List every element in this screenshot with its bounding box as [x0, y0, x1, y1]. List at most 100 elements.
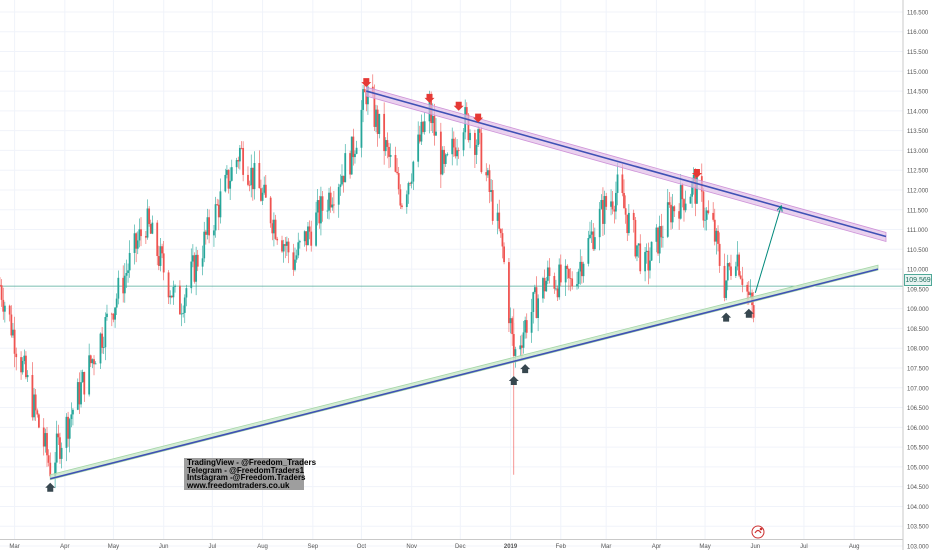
y-tick-label: 106.000 — [907, 426, 929, 432]
candle-body — [473, 132, 476, 155]
candle-body — [295, 255, 298, 260]
candle-body — [240, 147, 243, 149]
y-tick-label: 111.500 — [907, 208, 928, 214]
y-tick-label: 114.500 — [907, 90, 929, 96]
candle-body — [273, 219, 275, 234]
candle-body — [229, 180, 232, 189]
candle-body — [332, 204, 335, 206]
trendlines[interactable] — [49, 86, 887, 481]
candle-body — [739, 275, 742, 279]
candle-body — [25, 355, 27, 378]
candle-body — [696, 176, 698, 204]
candle-body — [590, 231, 593, 235]
candle-body — [59, 437, 61, 459]
candle-body — [521, 345, 523, 348]
candle-body — [337, 187, 340, 205]
candle-body — [149, 224, 152, 234]
projection-arrow-head — [776, 204, 783, 212]
candle-body — [235, 160, 238, 168]
candle-body — [251, 167, 254, 190]
candle-body — [443, 149, 446, 164]
candle-body — [179, 285, 181, 315]
candle-body — [217, 204, 220, 218]
candle-body — [577, 271, 580, 285]
candle-body — [734, 266, 737, 276]
candle-body — [592, 231, 595, 250]
candle-body — [556, 288, 559, 298]
candle-body — [185, 288, 188, 298]
candle-body — [508, 262, 510, 324]
candle-body — [465, 107, 468, 115]
candle-body — [715, 230, 718, 242]
candle-body — [401, 205, 403, 208]
candle-body — [454, 147, 457, 157]
candle-body — [477, 129, 480, 145]
candle-body — [457, 150, 460, 152]
candle-body — [410, 181, 413, 184]
candle-body — [605, 196, 608, 207]
y-tick-label: 103.500 — [907, 525, 929, 531]
x-tick-label: Jul — [800, 544, 808, 550]
candle-body — [645, 250, 648, 253]
candle-body — [514, 349, 517, 356]
candle-body — [49, 462, 52, 477]
candle-body — [456, 150, 458, 157]
candle-body — [501, 233, 504, 247]
candle-body — [747, 291, 750, 296]
y-tick-label: 116.500 — [907, 10, 929, 16]
x-tick-label: Sep — [307, 544, 318, 550]
candle-body — [206, 217, 209, 235]
candle-body — [407, 183, 410, 195]
candle-body — [647, 250, 650, 271]
candle-body — [396, 171, 399, 174]
candle-body — [180, 313, 183, 315]
candle-body — [558, 264, 561, 298]
candle-body — [341, 175, 343, 185]
candle-body — [657, 227, 659, 254]
up-arrow-marker — [721, 312, 732, 322]
candle-body — [717, 230, 719, 244]
candle-body — [524, 320, 527, 333]
candle-body — [451, 138, 454, 155]
candle-body — [746, 284, 749, 292]
candle-body — [224, 174, 227, 192]
candle-body — [60, 447, 63, 459]
candle-body — [106, 313, 108, 318]
candle-body — [37, 414, 40, 428]
candle-body — [488, 170, 491, 192]
candle-body — [713, 219, 716, 242]
candle-body — [681, 185, 684, 200]
candle-body — [263, 184, 266, 193]
x-tick-label: May — [108, 544, 119, 550]
social-website: www.freedomtraders.co.uk — [187, 480, 290, 490]
candle-body — [749, 292, 752, 296]
candle-body — [133, 233, 136, 253]
candle-body — [328, 192, 330, 211]
candle-body — [161, 246, 163, 254]
candle-body — [480, 132, 483, 173]
x-tick-label: Apr — [60, 544, 69, 550]
candle-body — [159, 246, 162, 266]
resistance-line — [366, 90, 887, 238]
candle-body — [383, 113, 386, 152]
candle-body — [723, 265, 726, 298]
candle-body — [195, 254, 198, 282]
candle-body — [603, 196, 606, 224]
candle-body — [315, 212, 317, 246]
candle-body — [23, 355, 26, 361]
candle-body — [611, 201, 614, 210]
y-tick-label: 112.000 — [907, 188, 929, 194]
candle-body — [20, 357, 22, 373]
candle-body — [548, 267, 551, 277]
candle-body — [555, 288, 557, 290]
y-tick-label: 114.000 — [907, 109, 929, 115]
candle-body — [93, 359, 95, 365]
current-price-badge: 109.569 — [904, 274, 932, 286]
social-telegram: Telegram - @FreedomTraders1 — [187, 465, 305, 475]
candle-body — [673, 206, 676, 212]
y-tick-label: 106.500 — [907, 406, 929, 412]
candle-body — [34, 394, 37, 411]
